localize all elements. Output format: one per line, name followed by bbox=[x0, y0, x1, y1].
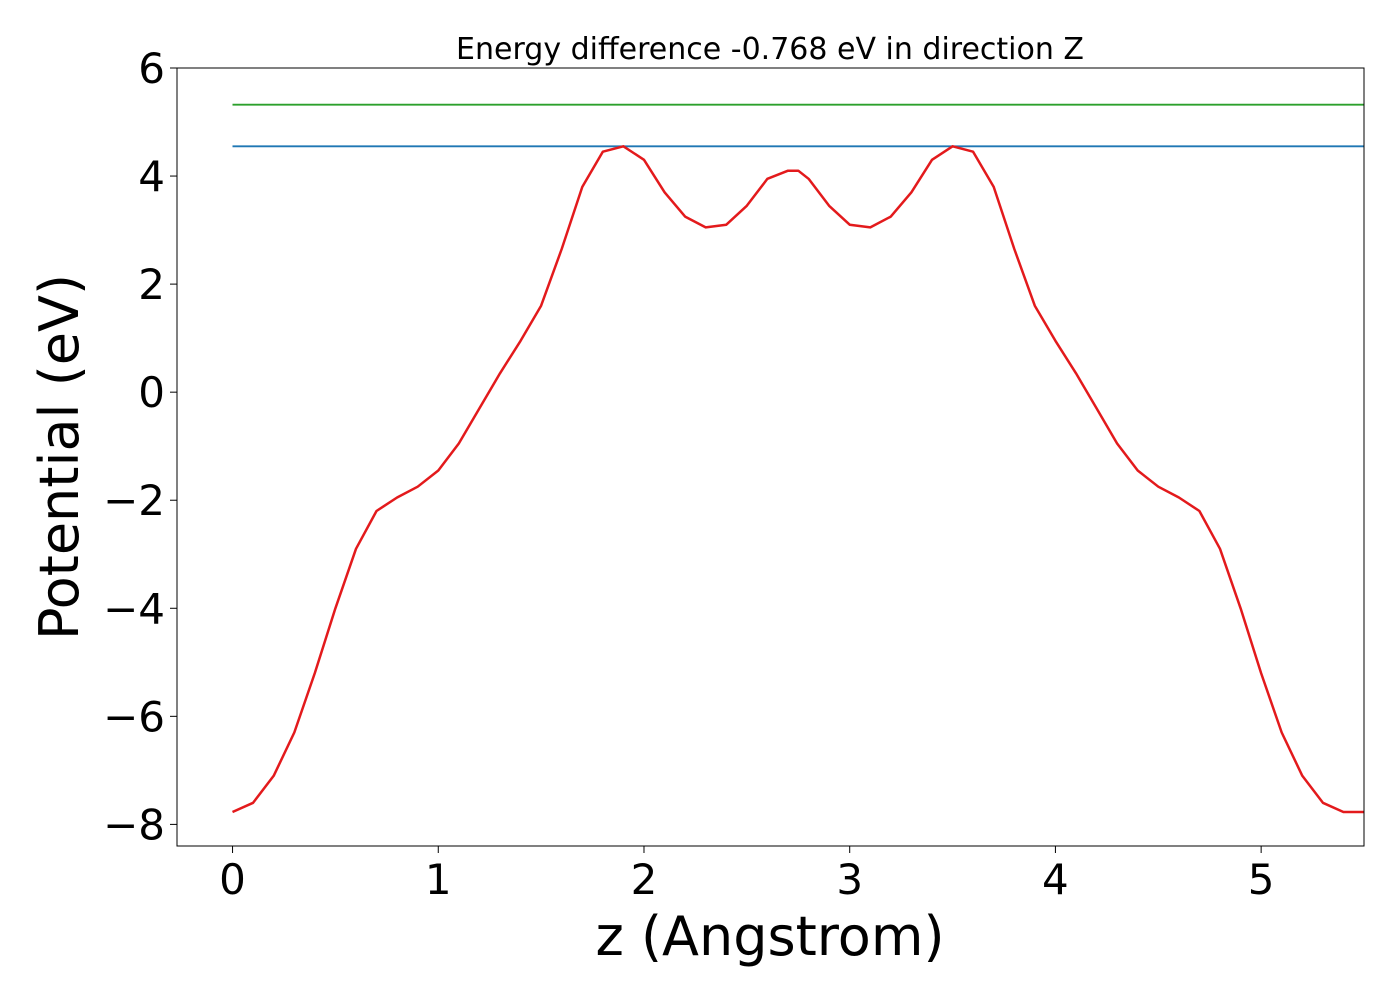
x-tick-label: 0 bbox=[219, 855, 246, 904]
plot-frame bbox=[176, 67, 1365, 847]
y-axis: −8 −6 −4 −2 0 2 4 6 bbox=[103, 44, 177, 849]
y-tick-label: 4 bbox=[138, 152, 165, 201]
x-tick-label: 1 bbox=[425, 855, 452, 904]
y-tick-label: −6 bbox=[103, 692, 165, 741]
y-axis-label: Potential (eV) bbox=[28, 274, 91, 640]
chart-title: Energy difference -0.768 eV in direction… bbox=[456, 32, 1084, 67]
series-layer bbox=[231, 103, 1364, 814]
x-tick-label: 2 bbox=[631, 855, 658, 904]
series-line-3 bbox=[231, 145, 1364, 814]
y-tick-label: 6 bbox=[138, 44, 165, 93]
x-tick-label: 5 bbox=[1248, 855, 1275, 904]
y-tick-label: −8 bbox=[103, 800, 165, 849]
y-tick-label: 0 bbox=[138, 368, 165, 417]
x-axis-label: z (Angstrom) bbox=[595, 905, 944, 968]
y-tick-label: −4 bbox=[103, 584, 165, 633]
x-tick-label: 3 bbox=[836, 855, 863, 904]
x-axis: 0 1 2 3 4 5 bbox=[219, 846, 1275, 904]
x-tick-label: 4 bbox=[1042, 855, 1069, 904]
y-tick-label: 2 bbox=[138, 260, 165, 309]
y-tick-label: −2 bbox=[103, 476, 165, 525]
